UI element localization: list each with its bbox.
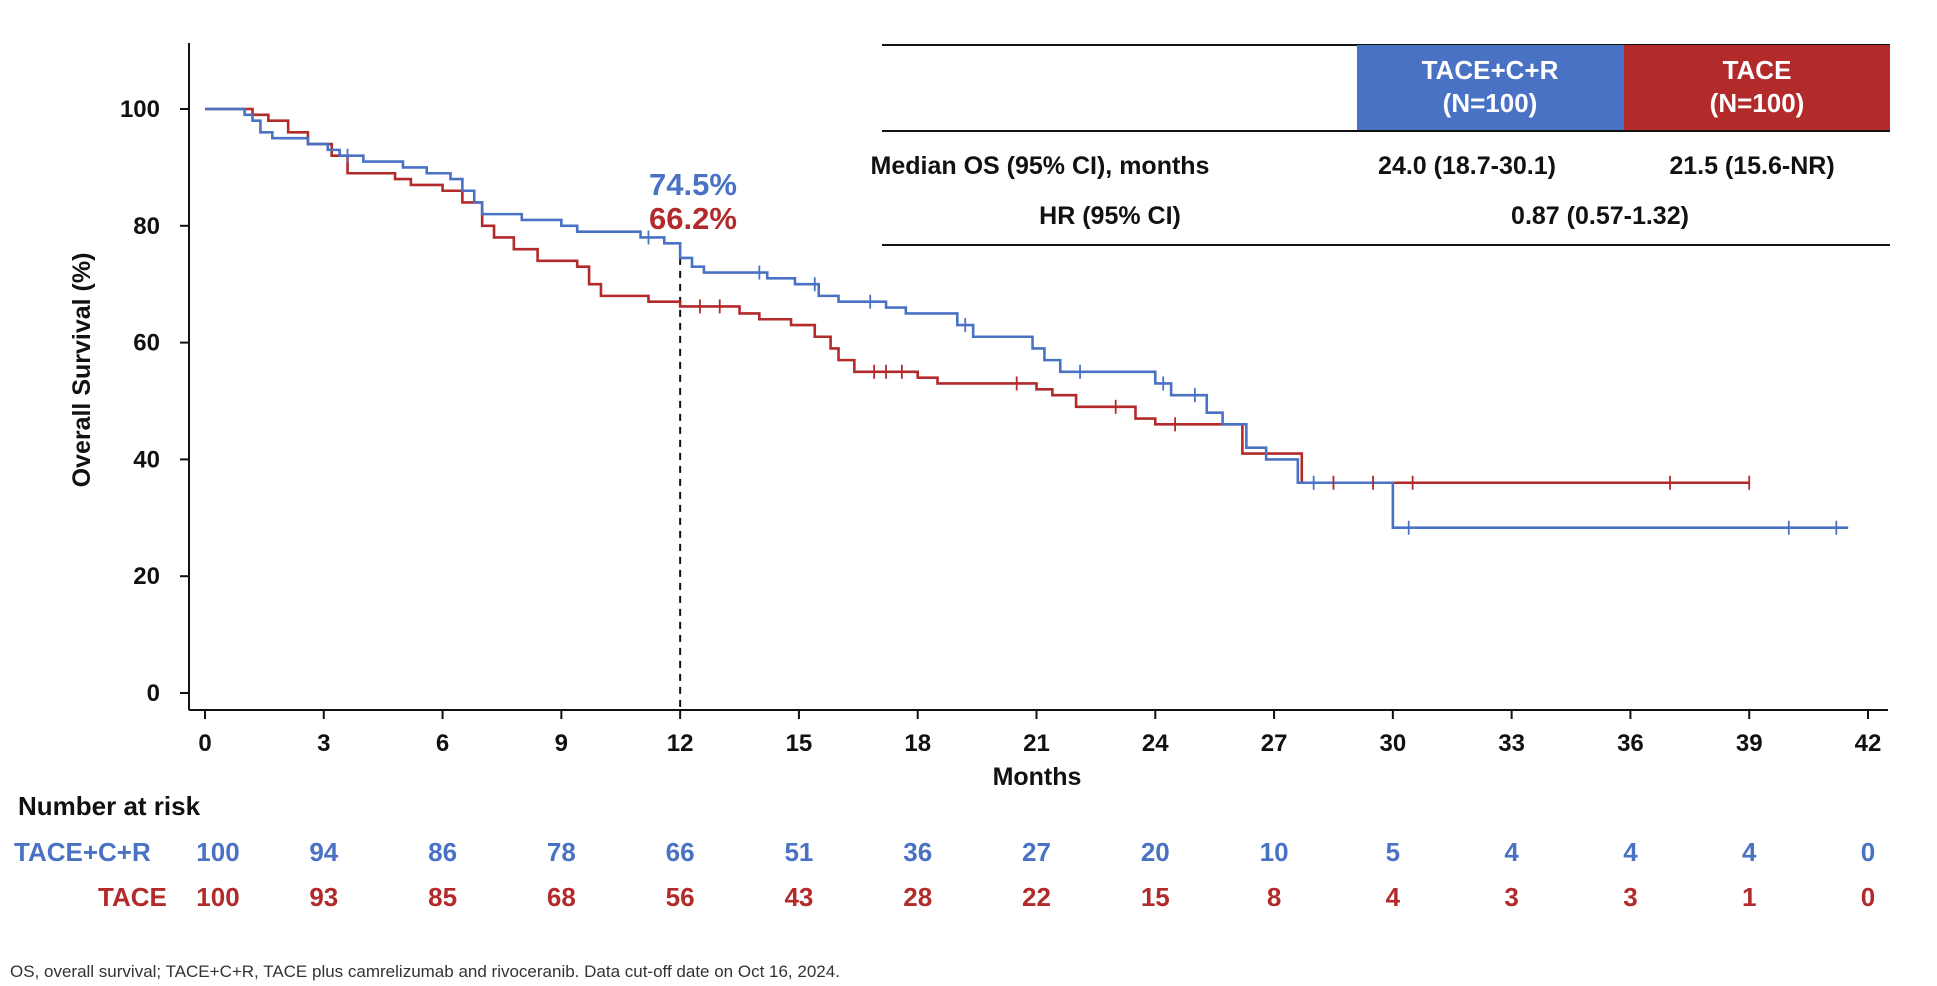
- risk-label-tace-c-r: TACE+C+R: [14, 837, 151, 867]
- curve-tace-c-r: [205, 107, 1849, 530]
- y-tick-label: 80: [133, 213, 160, 240]
- risk-value: 85: [428, 882, 457, 912]
- y-axis-label: Overall Survival (%): [68, 253, 96, 488]
- x-tick-label: 3: [317, 730, 330, 757]
- risk-value: 78: [547, 837, 576, 867]
- x-tick-label: 12: [667, 730, 694, 757]
- x-tick-label: 9: [555, 730, 568, 757]
- risk-value: 51: [784, 837, 813, 867]
- risk-value: 86: [428, 837, 457, 867]
- row-hr-label: HR (95% CI): [1039, 202, 1181, 230]
- y-tick-label: 20: [133, 563, 160, 590]
- annotation-tace-12mo: 66.2%: [649, 201, 737, 236]
- y-tick-label: 0: [147, 680, 160, 707]
- risk-value: 8: [1267, 882, 1281, 912]
- header-tace: [1624, 45, 1890, 131]
- risk-value: 3: [1623, 882, 1637, 912]
- risk-value: 56: [666, 882, 695, 912]
- risk-value: 4: [1504, 837, 1519, 867]
- y-tick-label: 60: [133, 330, 160, 357]
- risk-value: 43: [784, 882, 813, 912]
- risk-value: 28: [903, 882, 932, 912]
- risk-value: 4: [1623, 837, 1638, 867]
- risk-value: 93: [309, 882, 338, 912]
- x-tick-label: 24: [1142, 730, 1169, 757]
- curve-tace: [205, 107, 1750, 485]
- header-tace-c-r-line2: (N=100): [1443, 88, 1538, 118]
- risk-value: 100: [196, 882, 239, 912]
- risk-value: 66: [666, 837, 695, 867]
- risk-value: 3: [1504, 882, 1518, 912]
- row-hr-value: 0.87 (0.57-1.32): [1511, 202, 1689, 230]
- x-tick-label: 21: [1023, 730, 1050, 757]
- x-tick-label: 42: [1855, 730, 1882, 757]
- risk-value: 36: [903, 837, 932, 867]
- risk-value: 0: [1861, 882, 1875, 912]
- x-tick-label: 27: [1261, 730, 1288, 757]
- risk-value: 94: [309, 837, 338, 867]
- x-tick-label: 36: [1617, 730, 1644, 757]
- risk-value: 0: [1861, 837, 1875, 867]
- annotation-tace-c-r-12mo: 74.5%: [649, 167, 737, 202]
- risk-value: 1: [1742, 882, 1756, 912]
- risk-value: 20: [1141, 837, 1170, 867]
- risk-value: 22: [1022, 882, 1051, 912]
- x-tick-label: 18: [904, 730, 931, 757]
- x-tick-label: 30: [1380, 730, 1407, 757]
- y-tick-label: 100: [120, 96, 160, 123]
- x-axis-label: Months: [993, 763, 1082, 791]
- x-tick-label: 0: [198, 730, 211, 757]
- summary-table: TACE+C+R (N=100) TACE (N=100) Median OS …: [871, 44, 1890, 246]
- risk-value: 15: [1141, 882, 1170, 912]
- risk-value: 4: [1742, 837, 1757, 867]
- x-tick-label: 15: [786, 730, 813, 757]
- risk-value: 4: [1386, 882, 1401, 912]
- risk-value: 27: [1022, 837, 1051, 867]
- x-tick-label: 39: [1736, 730, 1763, 757]
- y-tick-label: 40: [133, 446, 160, 473]
- footnote: OS, overall survival; TACE+C+R, TACE plu…: [10, 962, 840, 981]
- header-tace-c-r: [1357, 45, 1624, 131]
- risk-value: 5: [1386, 837, 1400, 867]
- x-tick-label: 33: [1498, 730, 1525, 757]
- risk-value: 10: [1260, 837, 1289, 867]
- risk-label-tace: TACE: [98, 882, 167, 912]
- risk-value: 68: [547, 882, 576, 912]
- header-tace-line1: TACE: [1723, 55, 1792, 85]
- header-tace-line2: (N=100): [1710, 88, 1805, 118]
- x-tick-label: 6: [436, 730, 449, 757]
- header-tace-c-r-line1: TACE+C+R: [1422, 55, 1559, 85]
- row-median-os-tace-c-r: 24.0 (18.7-30.1): [1378, 152, 1556, 180]
- row-median-os-label: Median OS (95% CI), months: [871, 152, 1210, 180]
- risk-table-title: Number at risk: [18, 791, 201, 821]
- risk-value: 100: [196, 837, 239, 867]
- row-median-os-tace: 21.5 (15.6-NR): [1669, 152, 1834, 180]
